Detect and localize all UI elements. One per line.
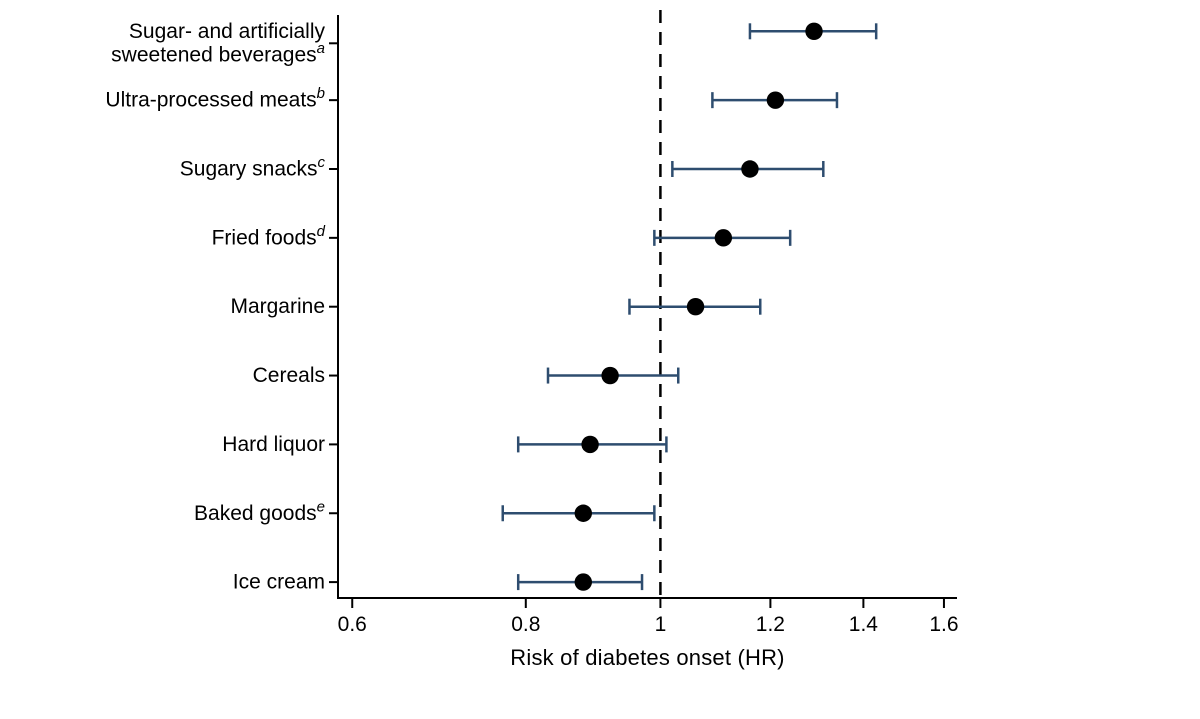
point-marker: [714, 229, 733, 247]
category-label: Margarine: [230, 295, 325, 318]
category-superscript: d: [317, 222, 326, 239]
x-tick-label: 1.6: [929, 613, 958, 636]
point-marker: [686, 298, 705, 316]
x-tick-label: 1.2: [756, 613, 785, 636]
category-label: Ice cream: [233, 571, 325, 594]
category-label: Ultra-processed meatsb: [105, 85, 325, 112]
category-label: Cereals: [253, 364, 325, 387]
category-label: Baked goodse: [194, 498, 325, 525]
x-tick-label: 1.4: [849, 613, 879, 636]
point-marker: [574, 573, 592, 591]
category-label: Sugar- and artificially: [129, 20, 326, 43]
category-label: Hard liquor: [222, 433, 325, 456]
category-label: Fried foodsd: [212, 222, 326, 249]
point-marker: [574, 504, 592, 522]
category-superscript: a: [317, 39, 325, 56]
category-label: sweetened beveragesa: [111, 39, 325, 66]
category-superscript: c: [318, 154, 326, 171]
x-tick-label: 0.8: [511, 613, 540, 636]
x-axis-title: Risk of diabetes onset (HR): [510, 645, 785, 670]
point-marker: [766, 91, 785, 109]
x-tick-label: 1: [655, 613, 667, 636]
x-tick-label: 0.6: [338, 613, 367, 636]
category-label: Sugary snacksc: [180, 154, 326, 181]
category-superscript: b: [317, 85, 325, 102]
category-superscript: e: [317, 498, 325, 515]
point-marker: [805, 22, 823, 40]
point-marker: [741, 160, 759, 178]
point-marker: [601, 366, 619, 385]
point-marker: [581, 435, 599, 454]
